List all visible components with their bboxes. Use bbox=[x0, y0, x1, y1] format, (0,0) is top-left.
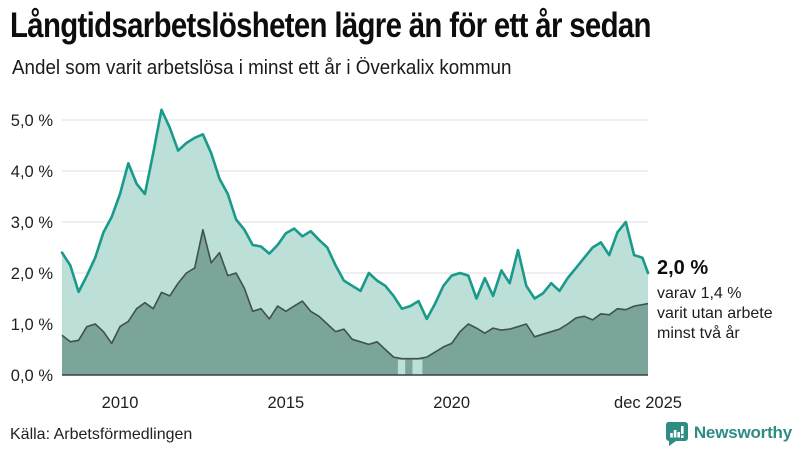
x-tick-label: 2015 bbox=[267, 394, 304, 412]
page-title: Långtidsarbetslösheten lägre än för ett … bbox=[10, 6, 652, 45]
line-at-least-two-years bbox=[61, 228, 649, 360]
annotation-line-1: varav 1,4 % bbox=[657, 285, 742, 302]
line-at-least-one-year bbox=[60, 108, 650, 321]
y-tick-label: 0,0 % bbox=[11, 367, 54, 385]
y-tick-label: 3,0 % bbox=[11, 214, 54, 232]
area-at-least-two-years bbox=[62, 229, 648, 375]
x-tick-label: 2020 bbox=[433, 394, 470, 412]
y-tick-label: 2,0 % bbox=[11, 265, 54, 283]
y-tick-label: 1,0 % bbox=[11, 316, 54, 334]
y-tick-label: 5,0 % bbox=[11, 112, 54, 130]
unemployment-area-chart: 0,0 % 1,0 % 2,0 % 3,0 % 4,0 % 5,0 % 2010 2015 20… bbox=[11, 108, 682, 412]
newsworthy-logo: Newsworthy bbox=[664, 420, 792, 446]
chart-subtitle: Andel som varit arbetslösa i minst ett å… bbox=[12, 57, 512, 79]
dark-fill-gap bbox=[412, 359, 423, 375]
annotation-line-2: varit utan arbete bbox=[657, 305, 773, 322]
source-credit: Källa: Arbetsförmedlingen bbox=[10, 426, 193, 443]
annotation-line-3: minst två år bbox=[657, 325, 740, 342]
end-value-annotation: 2,0 % varav 1,4 % varit utan arbete mins… bbox=[657, 258, 773, 344]
latest-total-value: 2,0 % bbox=[657, 257, 709, 279]
brand-name: Newsworthy bbox=[693, 423, 792, 442]
newsworthy-chart-bubble-icon bbox=[665, 421, 688, 446]
y-tick-label: 4,0 % bbox=[11, 163, 54, 181]
dark-fill-gap bbox=[397, 359, 406, 375]
x-tick-label: dec 2025 bbox=[614, 394, 682, 412]
x-tick-label: 2010 bbox=[102, 394, 139, 412]
